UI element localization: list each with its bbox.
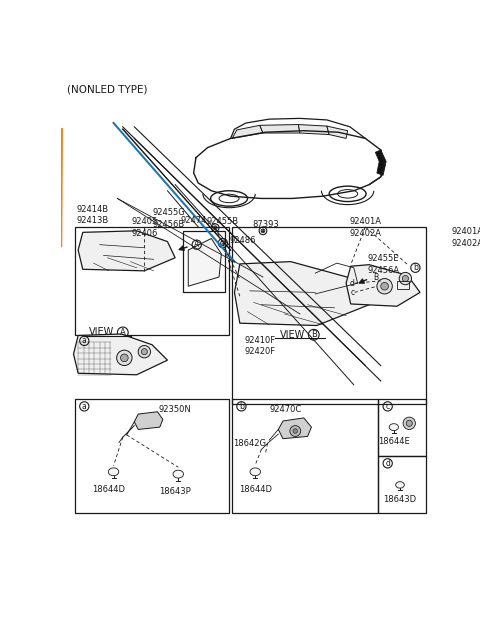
Text: 18644E: 18644E [378,437,410,446]
Circle shape [213,226,217,230]
Polygon shape [278,418,312,438]
Text: d: d [350,278,355,287]
Text: VIEW: VIEW [89,328,114,337]
Text: B: B [373,273,378,282]
Circle shape [290,426,300,436]
Polygon shape [250,468,261,476]
Text: 92455E
92456A: 92455E 92456A [368,254,400,275]
Polygon shape [375,150,386,175]
Polygon shape [78,231,175,271]
Text: 92486: 92486 [229,236,255,244]
Text: 92455G
92456B: 92455G 92456B [152,209,185,229]
Circle shape [261,229,265,233]
Polygon shape [299,125,329,134]
Text: 92405
92406: 92405 92406 [131,217,157,237]
Circle shape [293,429,298,433]
Text: a: a [82,402,87,411]
Polygon shape [188,239,221,286]
Text: A: A [194,240,199,249]
Polygon shape [134,412,163,429]
Text: 92470C: 92470C [270,405,302,414]
Polygon shape [173,470,183,478]
Circle shape [120,354,128,362]
Text: A: A [120,328,126,337]
Bar [232,399,378,513]
Text: c: c [350,288,354,297]
Text: b: b [239,402,244,411]
Text: (NONLED TYPE): (NONLED TYPE) [67,84,148,95]
Bar [378,456,426,513]
Polygon shape [346,265,420,307]
Text: 92474: 92474 [180,216,207,225]
Circle shape [399,273,411,285]
Bar [378,399,426,456]
Circle shape [381,282,388,290]
Bar [183,231,225,292]
Text: 92410F
92420F: 92410F 92420F [244,335,276,356]
Bar [232,227,426,404]
Text: d: d [385,459,390,468]
Polygon shape [389,424,398,431]
Polygon shape [396,482,404,488]
Text: 92401A
92402A: 92401A 92402A [452,227,480,248]
Text: 92350N: 92350N [159,405,192,414]
Text: 18642G: 18642G [233,438,266,448]
Polygon shape [108,468,119,476]
Text: VIEW: VIEW [279,330,305,340]
Polygon shape [232,125,263,138]
Text: B: B [311,330,317,339]
Circle shape [117,350,132,365]
Text: 92414B
92413B: 92414B 92413B [77,205,109,225]
Polygon shape [234,262,369,326]
Polygon shape [73,334,168,375]
Circle shape [403,417,415,429]
Text: 92455B: 92455B [207,217,239,226]
Bar [75,227,229,335]
Text: 18643D: 18643D [384,495,417,504]
Text: 92401A
92402A: 92401A 92402A [349,217,381,237]
Circle shape [406,420,412,426]
Text: b: b [413,263,418,272]
Circle shape [138,346,151,358]
Text: c: c [385,402,390,411]
Circle shape [221,241,225,245]
Text: a: a [82,337,87,346]
Text: 18644D: 18644D [239,485,272,494]
Bar [397,281,409,289]
Circle shape [141,349,147,355]
Text: 87393: 87393 [252,220,279,229]
Polygon shape [327,126,348,138]
Text: 18643P: 18643P [159,487,191,496]
Circle shape [402,275,408,282]
Text: 18644D: 18644D [93,485,125,494]
Bar [75,399,229,513]
Circle shape [377,278,392,294]
Polygon shape [260,125,300,133]
